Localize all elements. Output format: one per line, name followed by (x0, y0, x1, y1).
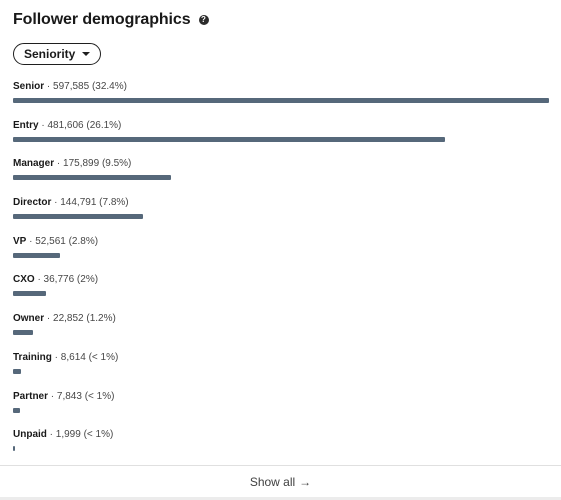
demographic-row: Owner · 22,852 (1.2%) (13, 312, 549, 351)
demographic-bar (13, 175, 171, 181)
demographic-name: Owner (13, 313, 45, 325)
demographic-row: Manager · 175,899 (9.5%) (13, 157, 549, 196)
demographic-label-line: Partner · 7,843 (< 1%) (13, 390, 549, 403)
footer-divider (0, 465, 561, 466)
demographic-bar-track (13, 446, 549, 452)
demographic-count: · 175,899 (9.5%) (54, 158, 132, 170)
demographic-type-dropdown[interactable]: Seniority (13, 43, 102, 65)
demographic-bar (13, 98, 549, 103)
demographic-bar (13, 407, 20, 413)
demographic-row: Senior · 597,585 (32.4%) (13, 80, 549, 119)
arrow-right-icon: → (299, 474, 312, 489)
demographic-name: Director (13, 197, 52, 209)
demographic-bar-track (13, 136, 549, 142)
demographic-bar (13, 136, 445, 142)
demographic-bar-track (13, 252, 549, 258)
dropdown-selected-label: Seniority (24, 47, 76, 61)
demographic-bar-track (13, 214, 549, 220)
demographic-name: Entry (13, 119, 39, 131)
demographic-bar (13, 252, 60, 258)
demographic-row: Partner · 7,843 (< 1%) (13, 390, 549, 429)
demographic-bar-track (13, 175, 549, 181)
show-all-label: Show all (249, 474, 296, 489)
demographic-bar (13, 446, 15, 452)
demographic-name: CXO (13, 274, 35, 286)
question-circle-icon[interactable]: ? (198, 15, 209, 25)
demographic-row: Director · 144,791 (7.8%) (13, 196, 549, 235)
demographic-name: Senior (13, 81, 45, 92)
card-header: Follower demographics ? (13, 10, 209, 30)
demographic-bar-track (13, 98, 549, 103)
show-all-button[interactable]: Show all → (0, 466, 561, 497)
demographic-row: Unpaid · 1,999 (< 1%) (13, 428, 549, 467)
demographic-bar-track (13, 291, 549, 297)
caret-down-icon (82, 52, 91, 56)
demographic-count: · 481,606 (26.1%) (38, 119, 122, 131)
demographic-count: · 1,999 (< 1%) (46, 429, 114, 441)
demographic-bar (13, 291, 46, 297)
demographic-label-line: Training · 8,614 (< 1%) (13, 351, 549, 364)
demographic-bar (13, 368, 21, 374)
demographic-name: Manager (13, 158, 55, 170)
demographic-label-line: CXO · 36,776 (2%) (13, 273, 549, 286)
demographic-count: · 22,852 (1.2%) (44, 313, 116, 325)
demographic-label-line: Senior · 597,585 (32.4%) (13, 80, 549, 93)
demographic-count: · 597,585 (32.4%) (44, 81, 127, 92)
demographic-row: Training · 8,614 (< 1%) (13, 351, 549, 390)
demographic-bar-track (13, 407, 549, 413)
demographic-row: VP · 52,561 (2.8%) (13, 235, 549, 274)
card-bottom-edge (0, 497, 561, 500)
demographic-name: Training (13, 351, 52, 363)
demographic-name: VP (13, 235, 27, 247)
demographic-name: Partner (13, 390, 49, 402)
demographic-label-line: Owner · 22,852 (1.2%) (13, 312, 549, 325)
demographic-count: · 36,776 (2%) (34, 274, 99, 286)
demographic-row: Entry · 481,606 (26.1%) (13, 119, 549, 158)
demographic-count: · 144,791 (7.8%) (51, 197, 129, 209)
demographic-count: · 7,843 (< 1%) (48, 390, 115, 402)
demographic-count: · 52,561 (2.8%) (26, 235, 99, 247)
demographic-count: · 8,614 (< 1%) (51, 351, 119, 363)
demographic-label-line: VP · 52,561 (2.8%) (13, 235, 549, 248)
demographic-bar (13, 214, 143, 220)
demographic-label-line: Manager · 175,899 (9.5%) (13, 157, 549, 170)
demographic-label-line: Entry · 481,606 (26.1%) (13, 119, 549, 132)
demographic-bar-track (13, 330, 549, 336)
demographic-label-line: Director · 144,791 (7.8%) (13, 196, 549, 209)
demographics-list: Senior · 597,585 (32.4%) Entry · 481,606 … (13, 80, 549, 467)
demographic-row: CXO · 36,776 (2%) (13, 273, 549, 312)
demographic-name: Unpaid (13, 429, 47, 441)
demographic-label-line: Unpaid · 1,999 (< 1%) (13, 428, 549, 441)
demographic-bar-track (13, 368, 549, 374)
card-title: Follower demographics (13, 11, 191, 28)
demographic-bar (13, 330, 33, 336)
